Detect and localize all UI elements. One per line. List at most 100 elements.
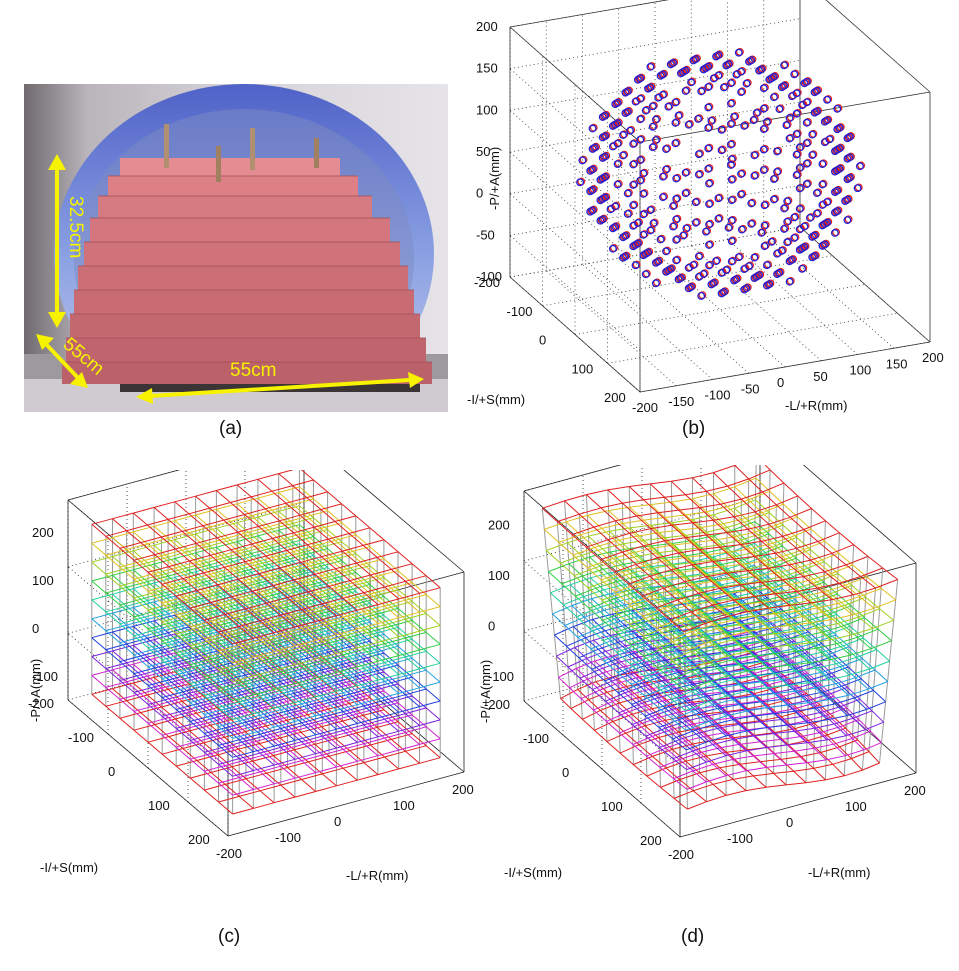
scatter-point-blue (792, 109, 801, 118)
scatter-point-blue (790, 213, 799, 222)
scatter-point-blue (787, 255, 796, 264)
x-tick-label: -200 (668, 847, 694, 862)
y-tick-label: 100 (488, 568, 510, 583)
scatter-point-blue (760, 201, 769, 210)
scatter-point-blue (780, 61, 789, 70)
scatter-point-blue (843, 216, 852, 225)
mesh-layer-line (91, 656, 233, 777)
scatter-point-blue (823, 198, 832, 207)
scatter-point-blue (694, 150, 703, 159)
mesh-layer-line (557, 469, 771, 523)
scatter-point-blue (759, 104, 768, 113)
grid-line (509, 18, 801, 70)
mesh-layer-line (133, 522, 342, 580)
mesh-layer-line (616, 602, 824, 653)
scatter-point-blue (636, 176, 645, 185)
mesh-layer-line (606, 672, 808, 722)
scatter-point-blue (704, 103, 713, 112)
scatter-point-blue (719, 83, 728, 92)
scatter-point-blue (629, 160, 638, 169)
mesh-layer-line (683, 579, 898, 633)
y-tick-label: 200 (488, 518, 510, 533)
mesh-layer-line (91, 543, 300, 601)
scatter-point-blue (712, 257, 721, 266)
scatter-point-blue (636, 94, 645, 103)
mesh-vertical-line (585, 547, 595, 731)
mesh-layer-line (576, 566, 783, 618)
grid-line (727, 239, 858, 355)
scatter-point-blue (623, 107, 632, 116)
mesh-layer-line (600, 508, 812, 561)
scatter-point-blue (823, 218, 832, 227)
grid-line (509, 151, 641, 268)
mesh-lines (541, 465, 899, 810)
z-tick-label: -200 (484, 697, 510, 712)
mesh-layer-line (119, 567, 328, 625)
scatter-point-blue (845, 153, 854, 162)
scatter-point-blue (619, 151, 628, 160)
scatter-point-blue (648, 122, 657, 131)
mesh-layer-line (91, 486, 300, 544)
mesh-layer-line (604, 631, 809, 682)
z-tick-label: -100 (523, 731, 549, 746)
mesh-vertical-line (879, 579, 899, 764)
axis-line (343, 470, 465, 573)
scatter-point-blue (769, 175, 778, 183)
scatter-point-blue (623, 87, 632, 96)
mesh-layer-line (162, 640, 370, 698)
mesh-layer-line (216, 641, 358, 762)
scatter-point-blue (747, 199, 756, 208)
mesh-layer-line (216, 546, 358, 668)
mesh-layer-line (236, 597, 379, 719)
mesh-layer-line (119, 491, 328, 549)
mesh-layer-line (604, 610, 809, 662)
scatter-point-blue (737, 169, 746, 178)
mesh-layer-line (550, 542, 755, 594)
scatter-point-blue (820, 240, 829, 249)
axis-line (67, 470, 181, 501)
scatter-point-blue (623, 209, 632, 218)
mesh-layer-line (673, 751, 870, 799)
scatter-point-blue (613, 139, 622, 148)
grid-line (523, 566, 761, 632)
scatter-point-blue (691, 198, 700, 207)
mesh-layer-line (133, 503, 342, 561)
scatter-point-blue (732, 275, 741, 284)
scatter-point-blue (757, 228, 766, 237)
z-tick-label: 0 (562, 765, 569, 780)
y-tick-label: 200 (476, 19, 498, 34)
scatter-point-blue (613, 98, 622, 107)
scatter-point-blue (699, 270, 708, 278)
caption-c: (c) (218, 926, 241, 947)
scatter-point-blue (689, 261, 698, 269)
mesh-layer-line (216, 490, 358, 611)
mesh-layer-line (91, 599, 233, 720)
mesh-layer-line (573, 503, 784, 556)
mesh-layer-line (278, 511, 420, 632)
scatter-point-blue (769, 72, 778, 81)
mesh-layer-line (660, 739, 858, 788)
mesh-layer-line (734, 465, 876, 589)
mesh-layer-line (606, 693, 807, 743)
x-tick-label: 0 (334, 814, 341, 829)
panel-c: -200 -100 0 100 200 -100 0 100 200 -200 -100 0 100 20… (0, 470, 480, 900)
z-tick-label: -100 (507, 304, 533, 319)
scatter-point-blue (687, 282, 696, 291)
mesh-layer-line (713, 493, 853, 616)
scatter-point-blue (669, 222, 678, 231)
scatter-point-blue (823, 95, 832, 104)
caption-d: (d) (681, 926, 705, 947)
axis-line (509, 0, 669, 28)
scatter-point-blue (704, 164, 713, 173)
mesh-vertical-line (556, 521, 572, 709)
mesh-vertical-line (861, 587, 876, 771)
phantom-stack (62, 124, 432, 392)
panel-a: 32.5cm 55cm 55cm (24, 84, 448, 412)
mesh-layer-line (236, 578, 379, 700)
x-tick-label: -100 (275, 830, 301, 845)
mesh-layer-line (278, 529, 420, 651)
scatter-point-blue (802, 77, 811, 86)
mesh-layer-line (147, 534, 356, 592)
scatter-point-blue (611, 222, 620, 231)
grid-line (523, 496, 761, 562)
